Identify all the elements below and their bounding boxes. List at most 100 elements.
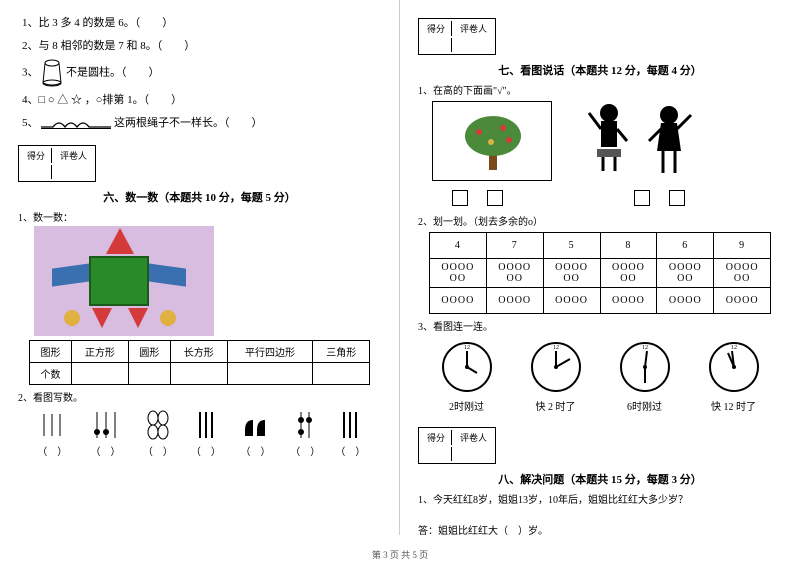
- page-footer: 第 3 页 共 5 页: [0, 548, 800, 561]
- cross-table: 4 7 5 8 6 9 OOOOOO OOOOOO OOOOOO OOOOOO …: [429, 232, 771, 314]
- cell: OOOO: [657, 288, 714, 314]
- clock-4: 12 快 12 时了: [706, 339, 762, 413]
- cell: OOOO: [429, 288, 486, 314]
- section-7-title: 七、看图说话（本题共 12 分，每题 4 分）: [418, 62, 782, 78]
- grader-label: 评卷人: [454, 21, 493, 36]
- paren: （ ）: [37, 447, 67, 458]
- clock-icon: 12: [528, 339, 584, 395]
- score-box-8: 得分评卷人: [418, 427, 496, 464]
- clock-label: 6时刚过: [617, 398, 673, 413]
- clock-2: 12 快 2 时了: [528, 339, 584, 413]
- section-8-title: 八、解决问题（本题共 15 分，每题 3 分）: [418, 471, 782, 487]
- q3-pre: 3、: [22, 67, 39, 79]
- cell: OOOOOO: [600, 259, 657, 288]
- th: 9: [714, 233, 771, 259]
- grader-label: 评卷人: [454, 430, 493, 445]
- question-3: 3、 不是圆柱。（ ）: [22, 59, 381, 87]
- sub-6-1: 1、数一数：: [18, 209, 381, 224]
- shape-h2: 圆形: [128, 340, 170, 362]
- score-box-7: 得分评卷人: [418, 18, 496, 55]
- score-label: 得分: [21, 148, 52, 163]
- sticks2-icon: [340, 410, 360, 440]
- paren: （ ）: [191, 447, 221, 458]
- cell: OOOO: [543, 288, 600, 314]
- th: 4: [429, 233, 486, 259]
- clock-label: 快 12 时了: [706, 398, 762, 413]
- clock-label: 快 2 时了: [528, 398, 584, 413]
- abacus2-icon: [295, 410, 315, 440]
- people-icon: [581, 99, 701, 183]
- section-6-title: 六、数一数（本题共 10 分，每题 5 分）: [18, 189, 381, 205]
- tally-row: （ ） （ ） （ ） （ ） （ ） （ ） （ ）: [26, 410, 373, 458]
- left-column: 1、比 3 多 4 的数是 6。（ ） 2、与 8 相邻的数是 7 和 8。（ …: [0, 0, 400, 535]
- clock-3: 12 6时刚过: [617, 339, 673, 413]
- tree-icon: [459, 112, 529, 172]
- sub-7-1: 1、在高的下面画"√"。: [418, 82, 782, 97]
- robot-figure: [34, 226, 214, 336]
- check-row: [444, 190, 782, 209]
- cell: OOOOOO: [714, 259, 771, 288]
- svg-text:12: 12: [464, 345, 470, 351]
- q3-post: 不是圆柱。（ ）: [66, 67, 160, 79]
- clock-1: 12 2时刚过: [439, 339, 495, 413]
- clock-icon: 12: [439, 339, 495, 395]
- checkbox[interactable]: [669, 190, 685, 206]
- cell: OOOOOO: [543, 259, 600, 288]
- tally-icon: [38, 410, 66, 440]
- sticks-icon: [196, 410, 216, 440]
- cell: OOOO: [486, 288, 543, 314]
- paren: （ ）: [143, 447, 173, 458]
- cup-icon: [41, 59, 63, 87]
- score-label: 得分: [421, 21, 452, 36]
- shape-r0: 个数: [29, 362, 71, 384]
- q8-ans: 答：姐姐比红红大（ ）岁。: [418, 522, 782, 537]
- sub-6-2: 2、看图写数。: [18, 389, 381, 404]
- q5-pre: 5、: [22, 117, 39, 129]
- right-column: 得分评卷人 七、看图说话（本题共 12 分，每题 4 分） 1、在高的下面画"√…: [400, 0, 800, 535]
- abacus-icon: [91, 410, 121, 440]
- checkbox[interactable]: [452, 190, 468, 206]
- sub-7-2: 2、划一划。（划去多余的o）: [418, 213, 782, 228]
- cell: OOOOOO: [657, 259, 714, 288]
- wavy-line-icon: [41, 119, 111, 129]
- shape-h0: 图形: [29, 340, 71, 362]
- checkbox[interactable]: [487, 190, 503, 206]
- beads-icon: [145, 410, 171, 440]
- cell: OOOOOO: [429, 259, 486, 288]
- sub-7-3: 3、看图连一连。: [418, 318, 782, 333]
- paren: （ ）: [335, 447, 365, 458]
- question-2: 2、与 8 相邻的数是 7 和 8。（ ）: [22, 37, 381, 56]
- question-1: 1、比 3 多 4 的数是 6。（ ）: [22, 14, 381, 33]
- svg-text:12: 12: [642, 345, 648, 351]
- shape-table: 图形 正方形 圆形 长方形 平行四边形 三角形 个数: [29, 340, 370, 385]
- question-4: 4、□ ○ △ ☆ ，○排第 1。（ ）: [22, 91, 381, 110]
- shape-h1: 正方形: [72, 340, 129, 362]
- cell: OOOO: [714, 288, 771, 314]
- shape-h3: 长方形: [170, 340, 227, 362]
- picture-row: [418, 99, 782, 186]
- shape-h5: 三角形: [313, 340, 370, 362]
- svg-text:12: 12: [553, 345, 559, 351]
- shape-h4: 平行四边形: [227, 340, 313, 362]
- th: 8: [600, 233, 657, 259]
- clock-label: 2时刚过: [439, 398, 495, 413]
- th: 7: [486, 233, 543, 259]
- q5-post: 这两根绳子不一样长。（ ）: [114, 117, 263, 129]
- paren: （ ）: [241, 447, 271, 458]
- people-box: [581, 99, 701, 186]
- shoes-icon: [241, 410, 271, 440]
- svg-text:12: 12: [731, 345, 737, 351]
- score-box-6: 得分评卷人: [18, 145, 96, 182]
- checkbox[interactable]: [634, 190, 650, 206]
- grader-label: 评卷人: [54, 148, 93, 163]
- clock-icon: 12: [706, 339, 762, 395]
- cell: OOOO: [600, 288, 657, 314]
- paren: （ ）: [290, 447, 320, 458]
- th: 5: [543, 233, 600, 259]
- score-label: 得分: [421, 430, 452, 445]
- cell: OOOOOO: [486, 259, 543, 288]
- clocks-row: 12 2时刚过 12 快 2 时了 12 6时刚过 12 快 12 时了: [422, 339, 778, 413]
- q8-1: 1、今天红红8岁，姐姐13岁，10年后，姐姐比红红大多少岁？: [418, 491, 782, 506]
- tree-box: [432, 101, 552, 181]
- clock-icon: 12: [617, 339, 673, 395]
